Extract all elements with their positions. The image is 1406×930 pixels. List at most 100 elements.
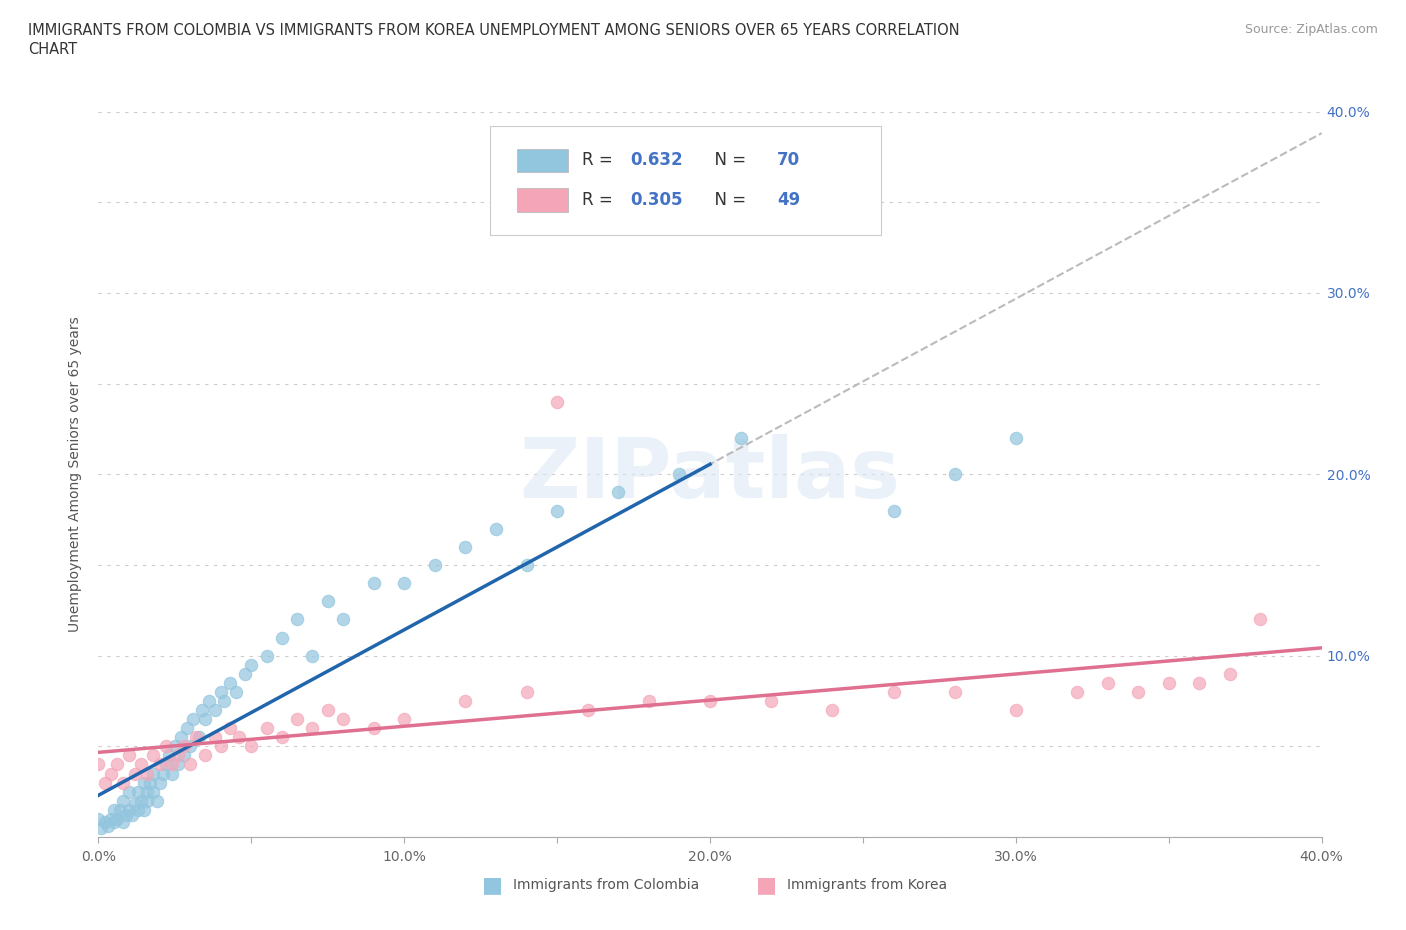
Point (256, 721, 278, 736)
Text: R =: R = (582, 152, 617, 169)
Point (1004, 703, 1026, 718)
Point (301, 721, 323, 736)
Point (152, 766, 174, 781)
Text: 70: 70 (778, 152, 800, 169)
Text: IMMIGRANTS FROM COLOMBIA VS IMMIGRANTS FROM KOREA UNEMPLOYMENT AMONG SENIORS OVE: IMMIGRANTS FROM COLOMBIA VS IMMIGRANTS F… (28, 23, 960, 38)
Point (157, 748, 180, 763)
Point (332, 711, 354, 726)
Point (170, 730, 193, 745)
Point (103, 815, 125, 830)
Point (301, 648, 323, 663)
Point (285, 711, 308, 726)
Point (142, 784, 165, 799)
Text: Source: ZipAtlas.com: Source: ZipAtlas.com (1244, 23, 1378, 36)
Point (363, 721, 385, 736)
Point (129, 793, 152, 808)
Point (197, 694, 219, 709)
Text: 0.632: 0.632 (630, 152, 683, 169)
Point (1157, 675, 1180, 690)
Text: N =: N = (704, 191, 751, 209)
Point (167, 757, 190, 772)
Point (97, 818, 120, 833)
Point (233, 666, 256, 681)
Point (136, 784, 159, 799)
Point (607, 485, 630, 500)
Point (142, 748, 165, 763)
Point (454, 694, 477, 709)
Y-axis label: Unemployment Among Seniors over 65 years: Unemployment Among Seniors over 65 years (69, 316, 83, 632)
Point (87, 757, 110, 772)
Text: N =: N = (704, 152, 751, 169)
Point (516, 684, 538, 699)
Point (759, 694, 782, 709)
Point (204, 730, 226, 745)
Point (160, 757, 183, 772)
Point (149, 776, 172, 790)
Point (173, 738, 195, 753)
Point (332, 612, 354, 627)
Point (136, 766, 159, 781)
FancyBboxPatch shape (517, 149, 568, 172)
FancyBboxPatch shape (517, 189, 568, 212)
Point (228, 730, 250, 745)
Text: CHART: CHART (28, 42, 77, 57)
Text: ZIPatlas: ZIPatlas (520, 433, 900, 515)
Text: Immigrants from Korea: Immigrants from Korea (787, 878, 948, 893)
Point (93, 776, 115, 790)
Point (270, 631, 292, 645)
Point (485, 521, 508, 536)
Point (167, 748, 190, 763)
Point (516, 558, 538, 573)
Text: ■: ■ (482, 875, 502, 896)
Point (219, 721, 242, 736)
Point (1219, 666, 1241, 681)
Point (204, 703, 226, 718)
Point (121, 808, 143, 823)
Point (127, 784, 149, 799)
Point (93, 815, 115, 830)
Point (285, 612, 308, 627)
Point (111, 776, 134, 790)
Point (699, 694, 721, 709)
Point (392, 711, 416, 726)
Point (103, 803, 125, 817)
Point (225, 684, 247, 699)
Point (118, 803, 141, 817)
Point (576, 703, 599, 718)
Point (1128, 684, 1150, 699)
Point (136, 793, 159, 808)
Point (454, 539, 477, 554)
Point (100, 811, 122, 827)
Point (127, 803, 149, 817)
Point (105, 757, 128, 772)
Point (316, 594, 339, 609)
Point (115, 808, 138, 823)
Point (730, 431, 752, 445)
Point (124, 766, 146, 781)
Point (105, 811, 128, 827)
Point (111, 793, 134, 808)
Point (179, 738, 201, 753)
Point (270, 730, 292, 745)
Point (155, 738, 177, 753)
Point (637, 694, 661, 709)
Point (134, 776, 156, 790)
Point (100, 766, 122, 781)
Point (134, 803, 156, 817)
Point (943, 467, 966, 482)
Point (883, 503, 905, 518)
Text: Immigrants from Colombia: Immigrants from Colombia (513, 878, 699, 893)
Point (145, 793, 167, 808)
Point (163, 738, 186, 753)
Point (392, 576, 416, 591)
Point (883, 684, 905, 699)
Point (194, 748, 217, 763)
Point (118, 748, 141, 763)
Point (316, 703, 339, 718)
Point (111, 815, 134, 830)
Point (1004, 431, 1026, 445)
Point (118, 784, 141, 799)
Point (87, 811, 110, 827)
Point (155, 757, 177, 772)
Point (129, 757, 152, 772)
